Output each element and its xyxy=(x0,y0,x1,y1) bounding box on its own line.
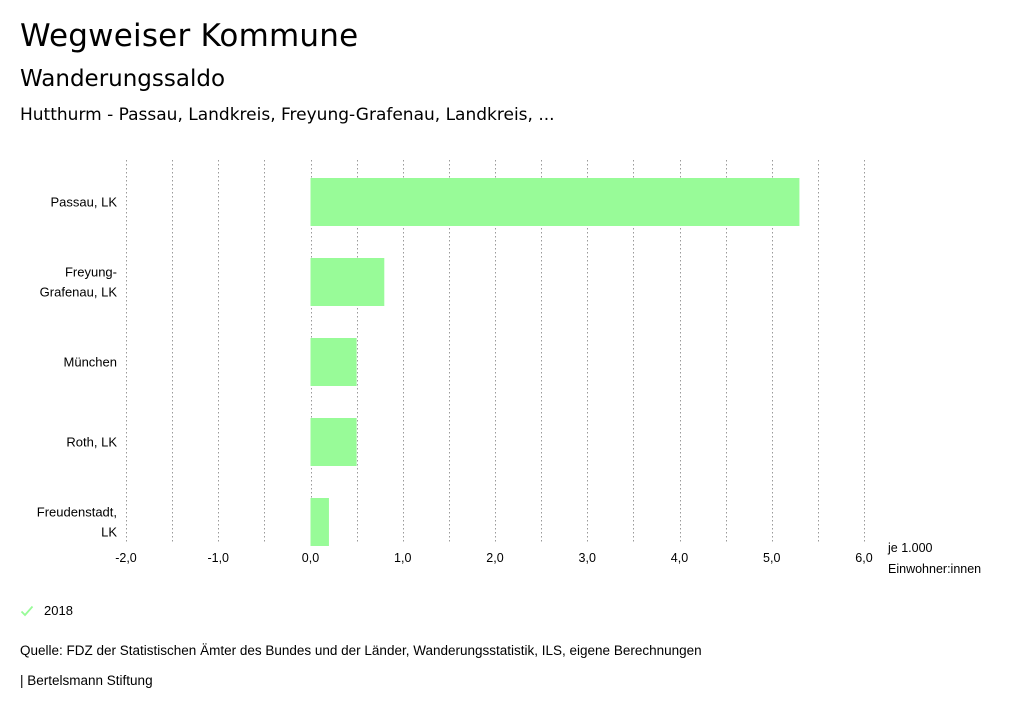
bar-2 xyxy=(310,338,357,386)
category-label-2: München xyxy=(64,355,117,370)
x-tick-label: -2,0 xyxy=(115,551,137,565)
x-tick-label: 0,0 xyxy=(302,551,319,565)
x-axis-unit-label: Einwohner:innen xyxy=(888,562,981,576)
category-label-3: Roth, LK xyxy=(66,435,117,450)
bar-3 xyxy=(310,418,357,466)
category-label-line: München xyxy=(64,355,117,370)
x-tick-label: 5,0 xyxy=(763,551,780,565)
x-tick-label: 4,0 xyxy=(671,551,688,565)
app-title: Wegweiser Kommune xyxy=(20,18,359,54)
category-label-line: Grafenau, LK xyxy=(40,285,118,300)
x-axis-unit-label: je 1.000 xyxy=(887,541,933,555)
x-tick-label: 6,0 xyxy=(855,551,872,565)
x-tick-label: 1,0 xyxy=(394,551,411,565)
category-label-line: LK xyxy=(101,525,117,540)
x-tick-label: -1,0 xyxy=(207,551,229,565)
legend[interactable]: 2018 xyxy=(20,603,73,618)
source-note: Quelle: FDZ der Statistischen Ämter des … xyxy=(20,643,702,658)
checkmark-icon xyxy=(20,605,34,616)
region-selection: Hutthurm - Passau, Landkreis, Freyung-Gr… xyxy=(20,105,555,125)
category-label-4: Freudenstadt, LK xyxy=(37,505,118,540)
chart-subtitle: Wanderungssaldo xyxy=(20,66,226,92)
category-label-line: Freyung- xyxy=(65,265,117,280)
category-label-line: Freudenstadt, xyxy=(37,505,117,520)
bar-chart: Passau, LK Freyung- Grafenau, LK München Rot… xyxy=(37,160,981,576)
x-tick-label: 2,0 xyxy=(486,551,503,565)
x-tick-label: 3,0 xyxy=(579,551,596,565)
legend-label-2018: 2018 xyxy=(44,603,73,618)
bar-4 xyxy=(310,498,329,546)
bar-0 xyxy=(310,178,800,226)
category-label-line: Roth, LK xyxy=(66,435,117,450)
bar-1 xyxy=(310,258,385,306)
category-label-1: Freyung- Grafenau, LK xyxy=(40,265,118,300)
category-label-line: Passau, LK xyxy=(51,195,118,210)
footer-credit: | Bertelsmann Stiftung xyxy=(20,673,153,688)
category-label-0: Passau, LK xyxy=(51,195,118,210)
